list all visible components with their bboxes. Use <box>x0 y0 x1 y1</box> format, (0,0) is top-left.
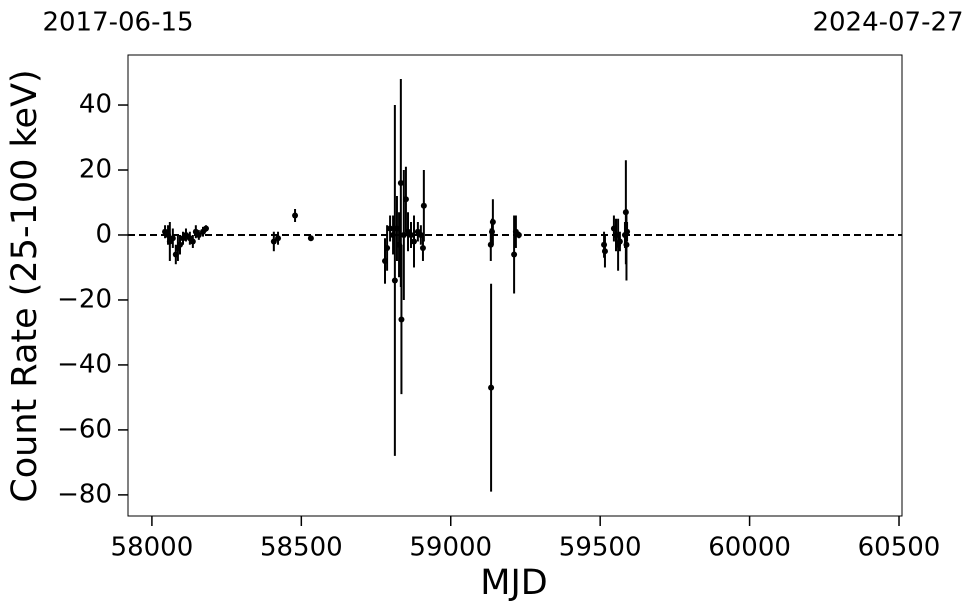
y-tick-label: 0 <box>95 219 112 249</box>
start-date-label: 2017-06-15 <box>42 8 193 38</box>
data-point <box>391 277 398 284</box>
data-point <box>420 202 427 209</box>
data-point <box>189 238 196 245</box>
data-point <box>275 235 282 242</box>
data-point <box>202 225 209 232</box>
x-tick-label: 60500 <box>858 533 941 563</box>
x-tick-label: 59500 <box>559 533 642 563</box>
y-tick-label: −40 <box>57 349 112 379</box>
data-point <box>169 235 176 242</box>
data-point <box>489 218 496 225</box>
data-point <box>515 231 522 238</box>
data-point <box>400 231 407 238</box>
data-point <box>398 316 405 323</box>
x-tick-label: 60000 <box>708 533 791 563</box>
data-point <box>270 238 277 245</box>
x-tick-label: 58500 <box>260 533 343 563</box>
x-tick-label: 59000 <box>409 533 492 563</box>
data-point <box>511 251 518 258</box>
data-point <box>616 238 623 245</box>
plot-frame <box>127 54 903 517</box>
y-tick-label: 40 <box>79 90 112 120</box>
y-tick-label: −60 <box>57 414 112 444</box>
data-point <box>384 244 391 251</box>
data-point <box>488 384 495 391</box>
y-axis-label: Count Rate (25-100 keV) <box>5 69 45 502</box>
y-tick-label: −20 <box>57 284 112 314</box>
x-tick-label: 58000 <box>111 533 194 563</box>
data-point <box>624 228 631 235</box>
data-point <box>601 248 608 255</box>
data-point <box>292 212 299 219</box>
y-tick-label: −80 <box>57 479 112 509</box>
data-point <box>387 225 394 232</box>
data-point <box>195 231 202 238</box>
data-point <box>419 244 426 251</box>
data-point <box>410 238 417 245</box>
end-date-label: 2024-07-27 <box>812 8 963 38</box>
x-axis-label: MJD <box>480 563 547 603</box>
data-point <box>623 241 630 248</box>
y-tick-label: 20 <box>79 155 112 185</box>
data-point <box>408 231 415 238</box>
data-point <box>307 235 314 242</box>
data-point <box>402 196 409 203</box>
data-point <box>397 180 404 187</box>
data-point <box>176 241 183 248</box>
